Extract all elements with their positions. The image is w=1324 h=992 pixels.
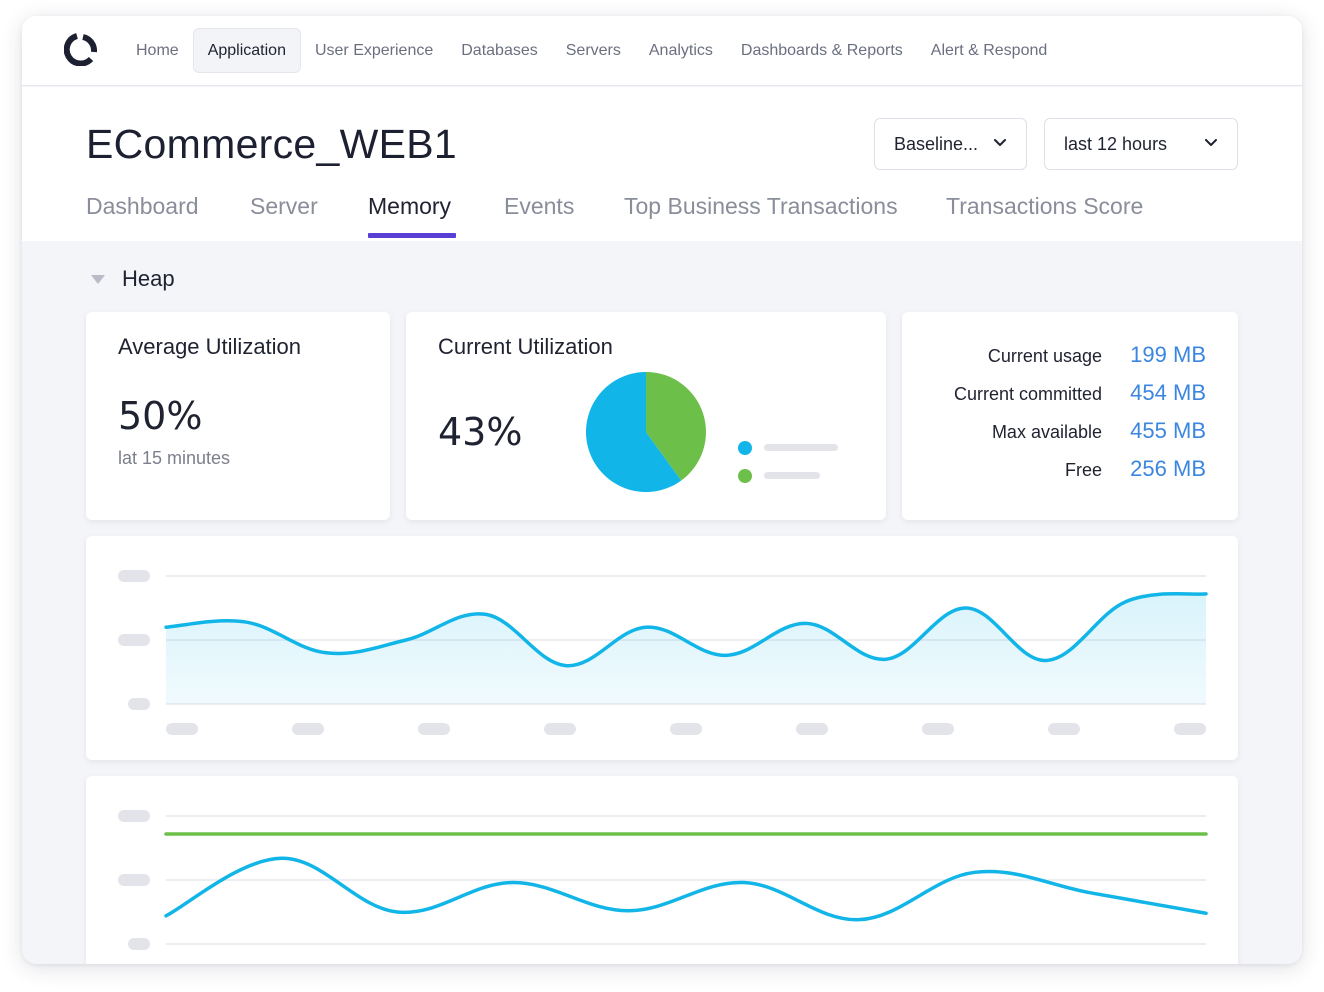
- top-navigation-bar: Home Application User Experience Databas…: [22, 16, 1302, 86]
- baseline-dropdown[interactable]: Baseline...: [874, 118, 1027, 170]
- nav-item-databases[interactable]: Databases: [461, 42, 538, 59]
- nav-item-analytics[interactable]: Analytics: [648, 42, 713, 59]
- heap-line-chart-card: [86, 776, 1238, 964]
- x-tick-label-placeholder: [922, 723, 954, 735]
- x-tick-label-placeholder: [796, 723, 828, 735]
- y-tick-label-placeholder: [118, 634, 150, 646]
- tab-dashboard[interactable]: Dashboard: [86, 193, 199, 219]
- nav-item-user-experience[interactable]: User Experience: [314, 42, 434, 59]
- time-range-dropdown-label: last 12 hours: [1064, 134, 1168, 154]
- y-tick-label-placeholder: [118, 810, 150, 822]
- stat-label: Current usage: [987, 346, 1102, 366]
- legend-dot-blue: [738, 441, 752, 455]
- legend-label-placeholder: [764, 472, 820, 479]
- legend-dot-green: [738, 469, 752, 483]
- pie-slice: [646, 372, 706, 481]
- area-fill: [166, 593, 1206, 704]
- legend-label-placeholder: [764, 444, 838, 451]
- chevron-down-icon: [1205, 139, 1217, 146]
- page-header: ECommerce_WEB1 Baseline... last 12 hours…: [22, 87, 1302, 241]
- x-tick-label-placeholder: [292, 723, 324, 735]
- tab-top-business-transactions[interactable]: Top Business Transactions: [624, 193, 898, 219]
- tab-server[interactable]: Server: [250, 193, 318, 219]
- x-tick-label-placeholder: [544, 723, 576, 735]
- average-utilization-card: Average Utilization 50% lat 15 minutes: [86, 312, 390, 520]
- baseline-dropdown-label: Baseline...: [894, 134, 979, 154]
- stat-row-current-usage: Current usage 199 MB: [902, 342, 1206, 372]
- y-tick-label-placeholder: [118, 874, 150, 886]
- average-utilization-value: 50%: [118, 394, 203, 438]
- nav-item-servers[interactable]: Servers: [565, 42, 621, 59]
- stat-row-free: Free 256 MB: [902, 456, 1206, 486]
- nav-item-application[interactable]: Application: [192, 28, 301, 73]
- time-range-dropdown[interactable]: last 12 hours: [1044, 118, 1238, 170]
- y-tick-label-placeholder: [118, 570, 150, 582]
- current-utilization-value: 43%: [438, 410, 523, 454]
- stat-value: 199 MB: [1130, 342, 1206, 367]
- chevron-down-icon: [994, 139, 1006, 146]
- memory-stats-card: Current usage 199 MB Current committed 4…: [902, 312, 1238, 520]
- stat-value: 455 MB: [1130, 418, 1206, 443]
- brand-logo-icon[interactable]: [64, 32, 98, 66]
- tab-events[interactable]: Events: [504, 193, 575, 219]
- average-utilization-caption: lat 15 minutes: [118, 448, 231, 468]
- active-tab-indicator: [368, 233, 456, 238]
- heap-area-chart: [118, 570, 1208, 735]
- utilization-pie-chart: [586, 372, 706, 492]
- stat-value: 454 MB: [1130, 380, 1206, 405]
- x-tick-label-placeholder: [1174, 723, 1206, 735]
- app-window: Home Application User Experience Databas…: [22, 16, 1302, 964]
- heap-area-chart-card: [86, 536, 1238, 760]
- tab-memory[interactable]: Memory: [368, 193, 452, 219]
- stat-label: Current committed: [953, 384, 1102, 404]
- nav-item-dashboards-reports[interactable]: Dashboards & Reports: [740, 42, 903, 59]
- stat-value: 256 MB: [1130, 456, 1206, 481]
- y-tick-label-placeholder: [128, 938, 150, 950]
- x-tick-label-placeholder: [418, 723, 450, 735]
- y-tick-label-placeholder: [128, 698, 150, 710]
- stat-row-max-available: Max available 455 MB: [902, 418, 1206, 448]
- tab-transactions-score[interactable]: Transactions Score: [946, 193, 1144, 219]
- pie-slice: [586, 372, 682, 492]
- main-nav: Home Application User Experience Databas…: [122, 28, 1061, 73]
- collapse-triangle-icon[interactable]: [90, 274, 106, 286]
- nav-item-home[interactable]: Home: [136, 42, 179, 59]
- stat-label: Free: [1064, 460, 1102, 480]
- x-tick-label-placeholder: [166, 723, 198, 735]
- stat-row-current-committed: Current committed 454 MB: [902, 380, 1206, 410]
- section-title-heap: Heap: [122, 266, 175, 291]
- card-title: Current Utilization: [438, 334, 613, 359]
- page-title: ECommerce_WEB1: [86, 121, 458, 167]
- heap-line-chart: [118, 810, 1208, 950]
- x-tick-label-placeholder: [1048, 723, 1080, 735]
- area-series-line: [164, 592, 1208, 668]
- stat-label: Max available: [991, 422, 1102, 442]
- usage-series-line: [164, 856, 1208, 922]
- x-tick-label-placeholder: [670, 723, 702, 735]
- nav-item-alert-respond[interactable]: Alert & Respond: [930, 42, 1048, 59]
- card-title: Average Utilization: [118, 334, 302, 359]
- current-utilization-card: Current Utilization 43%: [406, 312, 886, 520]
